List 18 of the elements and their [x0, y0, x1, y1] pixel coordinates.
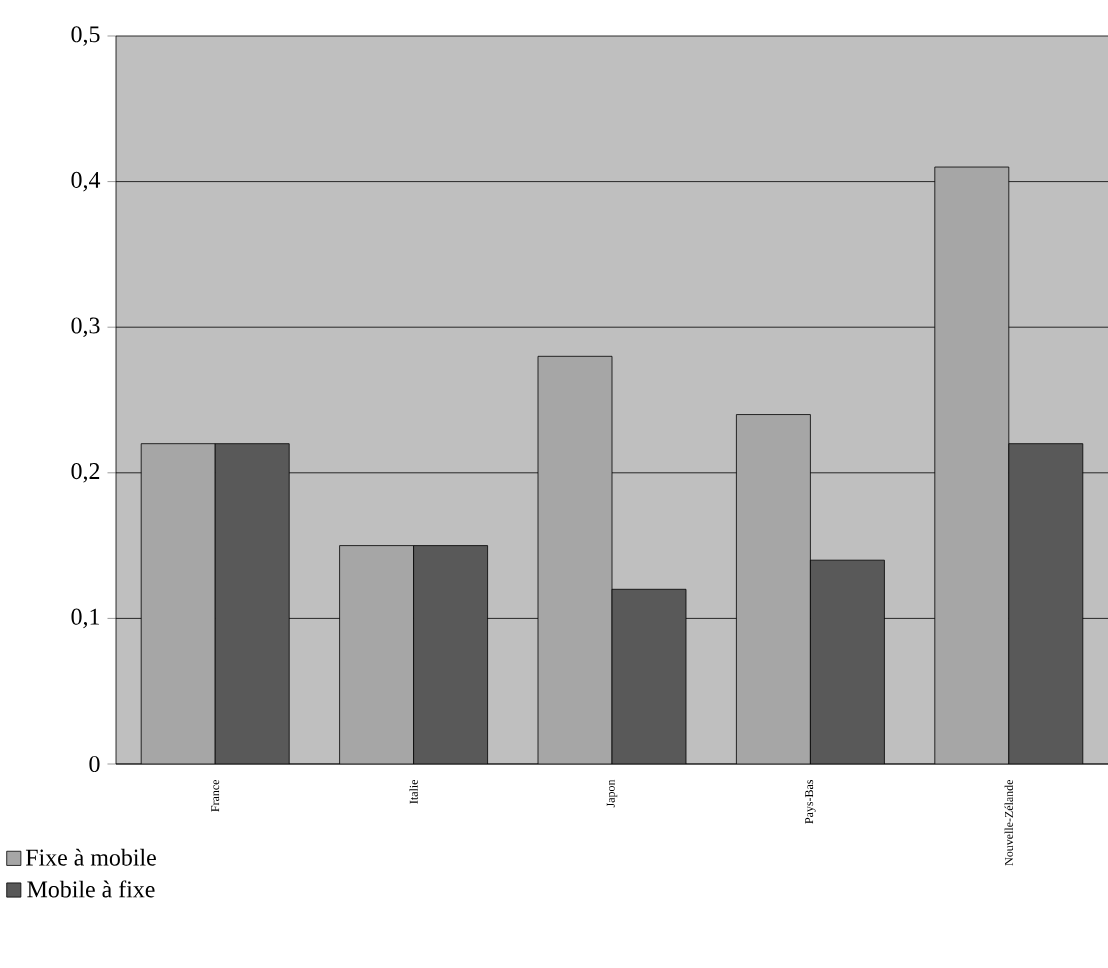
bar: [339, 545, 414, 764]
bar: [537, 355, 613, 764]
legend-label: Fixe à mobile: [25, 848, 156, 866]
bar: [413, 545, 488, 764]
y-tick-label: 0,5: [71, 26, 100, 46]
y-tick-label: 0,1: [71, 608, 100, 629]
y-tick-label: 0,2: [71, 463, 100, 483]
bar: [810, 559, 885, 764]
bar: [934, 166, 1010, 764]
bar: [140, 443, 216, 764]
legend-label: Mobile à fixe: [27, 880, 155, 898]
bar: [214, 443, 290, 764]
y-tick-label: 0,3: [71, 317, 100, 337]
y-tick-label: 0,4: [71, 171, 101, 192]
y-tick-label: 0: [89, 755, 100, 773]
bar: [1008, 443, 1084, 764]
bar: [611, 588, 687, 764]
bar: [736, 414, 811, 764]
